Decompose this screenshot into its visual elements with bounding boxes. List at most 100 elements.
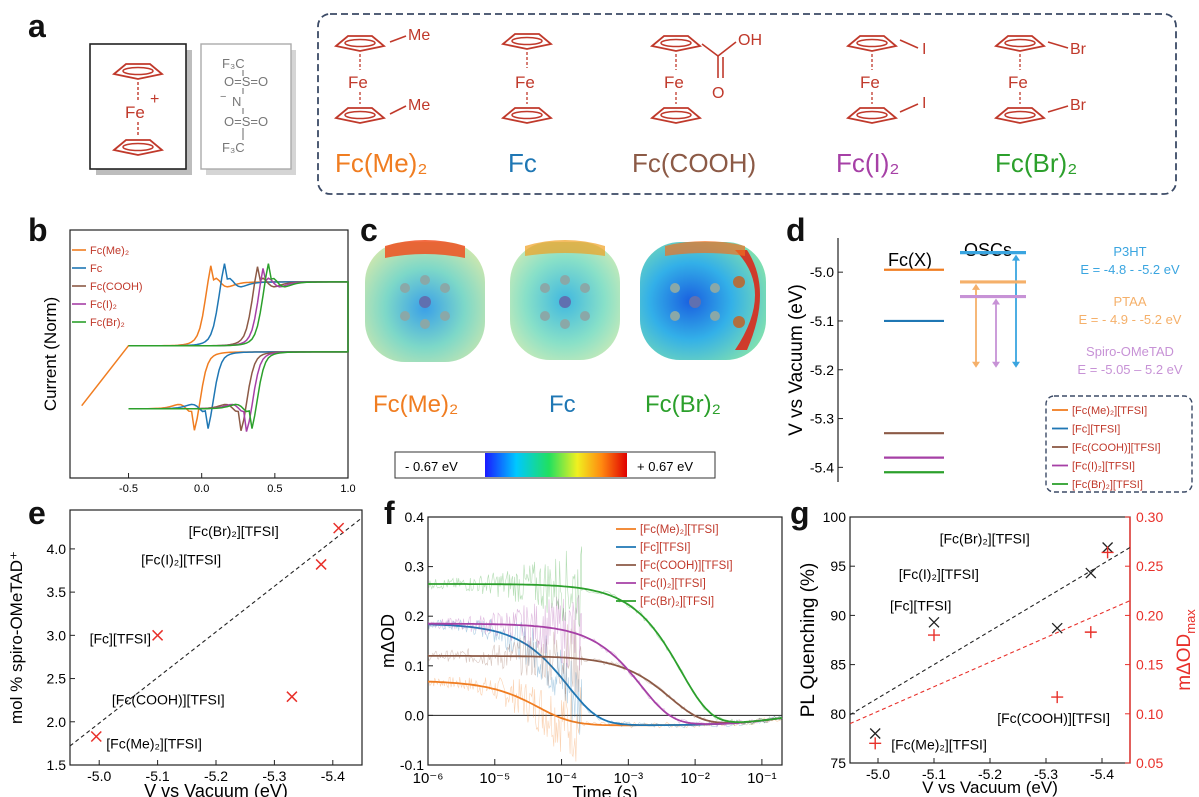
panel-f-tas-chart: 10⁻⁶ 10⁻⁵ 10⁻⁴ 10⁻³ 10⁻² 10⁻¹ -0.1 0.0 0.1 0.2 0.3…	[380, 509, 783, 797]
panel-label-c: c	[360, 212, 378, 248]
name-fcme2: Fc(Me)₂	[335, 148, 427, 178]
panel-d-energy-levels: -5.0 -5.1 -5.2 -5.3 -5.4 V vs Vacuum (eV) Fc(X…	[786, 238, 1193, 493]
fcbr2-fe: Fe	[1008, 73, 1028, 92]
legend-label: [Fc(Br)₂][TFSI]	[1072, 479, 1143, 491]
fcbr2-subst-bottom: Br	[1070, 97, 1087, 114]
plot-frame	[849, 516, 1131, 764]
esp-map-fc	[510, 240, 620, 360]
y-tick-label: 90	[830, 607, 846, 623]
fit-curve	[427, 623, 783, 727]
y-tick-label: 85	[830, 657, 846, 673]
tfsi-cf3-top: F₃C	[222, 56, 245, 71]
osc-range: E = -5.05 – 5.2 eV	[1077, 362, 1182, 377]
cv-curve-FcCOOH	[128, 266, 349, 431]
x-tick-label: 10⁻⁴	[546, 770, 577, 787]
y-tick-label: 1.5	[47, 757, 67, 773]
point-label: [Fc(Me)₂][TFSI]	[891, 736, 987, 752]
plot-frame	[427, 516, 783, 766]
arrow-head-up	[992, 298, 1000, 305]
name-fci2: Fc(I)₂	[836, 148, 900, 178]
point-label: [Fc(Br)₂][TFSI]	[189, 523, 279, 539]
legend-label: Fc(COOH)	[90, 281, 143, 293]
panel-c-esp: Fc(Me)₂ Fc Fc(Br)₂ - 0.67 eV + 0.67 eV	[365, 240, 766, 479]
raw-trace	[427, 594, 783, 727]
panel-label-b: b	[28, 212, 48, 248]
x-axis-label: Time (s)	[572, 783, 637, 797]
y-tick-label: -0.1	[400, 757, 424, 773]
osc-range: E = - 4.9 - -5.2 eV	[1079, 312, 1182, 327]
column-oscs: OSCs	[964, 240, 1012, 260]
x-tick-label: -5.1	[146, 768, 170, 784]
fccooh-o: O	[712, 85, 724, 102]
fc-fe: Fe	[515, 73, 535, 92]
y2-axis-label: mΔODmax	[1174, 609, 1198, 691]
tfsi-so2-bottom: O=S=O	[224, 114, 268, 129]
tfsi-so2-top: O=S=O	[224, 74, 268, 89]
y-tick-label: 0.4	[405, 509, 425, 525]
legend-label: [Fc(Br)₂][TFSI]	[640, 596, 714, 608]
pl-point	[1051, 622, 1063, 634]
od-point	[1101, 546, 1114, 559]
y-tick-label: -5.2	[810, 362, 834, 378]
esp-map-fcbr2	[640, 241, 766, 360]
x-tick-label: 0.5	[267, 483, 282, 495]
arrow-head-down	[972, 361, 980, 368]
panel-a-structures: Fe + F₃C O=S=O − N O=S=O F₃C Me Fe Me Fe	[89, 13, 1177, 195]
y2-tick-label: 0.10	[1136, 706, 1163, 722]
y-tick-label: 0.0	[405, 707, 425, 723]
x-axis-label: V vs Vacuum (eV)	[922, 778, 1058, 797]
fci2-fe: Fe	[860, 73, 880, 92]
panel-label-f: f	[384, 495, 395, 531]
data-point	[152, 629, 164, 641]
x-tick-label: 10⁻⁶	[413, 770, 444, 787]
fe-atom: Fe	[125, 103, 145, 122]
x-tick-label: -5.2	[978, 766, 1002, 782]
esp-map-fcme2	[365, 240, 485, 362]
fci2-subst-bottom: I	[922, 95, 926, 112]
raw-trace	[427, 546, 783, 725]
x-tick-label: 10⁻¹	[747, 770, 777, 787]
y2-tick-label: 0.05	[1136, 755, 1163, 771]
name-fccooh: Fc(COOH)	[632, 148, 756, 178]
x-tick-label: -5.3	[1034, 766, 1058, 782]
osc-name: P3HT	[1113, 244, 1146, 259]
od-point	[928, 629, 940, 642]
y-tick-label: 4.0	[47, 541, 67, 557]
point-label: [Fc(I)₂][TFSI]	[899, 566, 979, 582]
ferrocenium-charge: +	[150, 91, 159, 108]
arrow-head-down	[992, 361, 1000, 368]
y-axis-label: mol % spiro-OMeTAD⁺	[7, 551, 26, 724]
y2-tick-label: 0.25	[1136, 558, 1163, 574]
colorbar-gradient	[485, 453, 627, 477]
x-tick-label: 1.0	[340, 483, 355, 495]
tfsi-n: N	[232, 94, 241, 109]
x-tick-label: 10⁻²	[680, 770, 710, 787]
y-tick-label: 0.3	[405, 559, 425, 575]
x-tick-label: -5.4	[321, 768, 345, 784]
y-tick-label: -5.3	[810, 411, 834, 427]
panel-b-cv-chart: -0.5 0.0 0.5 1.0 V vs Ag/AgNO₃ Current (Norm)…	[41, 229, 356, 495]
y-tick-label: -5.4	[810, 459, 834, 475]
fcbr2-subst-top: Br	[1070, 41, 1087, 58]
column-fcx: Fc(X)	[888, 250, 932, 270]
fccooh-oh: OH	[738, 32, 762, 49]
colorbar-max: + 0.67 eV	[637, 459, 693, 474]
fit-curve	[428, 655, 783, 724]
tfsi-cf3-bottom: F₃C	[222, 140, 245, 155]
legend-label: [Fc(COOH)][TFSI]	[1072, 442, 1161, 454]
y-tick-label: 80	[830, 706, 846, 722]
y-tick-label: 75	[830, 755, 846, 771]
legend-label: [Fc][TFSI]	[640, 542, 690, 554]
point-label: [Fc(I)₂][TFSI]	[141, 551, 221, 567]
y-axis-label: Current (Norm)	[41, 297, 60, 411]
y-tick-label: 95	[830, 558, 846, 574]
point-label: [Fc(Br)₂][TFSI]	[940, 531, 1030, 547]
raw-trace	[427, 619, 783, 735]
pl-point	[928, 616, 940, 628]
colorbar-min: - 0.67 eV	[405, 459, 458, 474]
osc-name: PTAA	[1114, 294, 1147, 309]
pl-point	[869, 728, 881, 739]
legend-label: [Fc][TFSI]	[1072, 424, 1120, 436]
y2-axis-label-sub: max	[1183, 609, 1198, 634]
legend-label: [Fc(I)₂][TFSI]	[1072, 461, 1135, 473]
